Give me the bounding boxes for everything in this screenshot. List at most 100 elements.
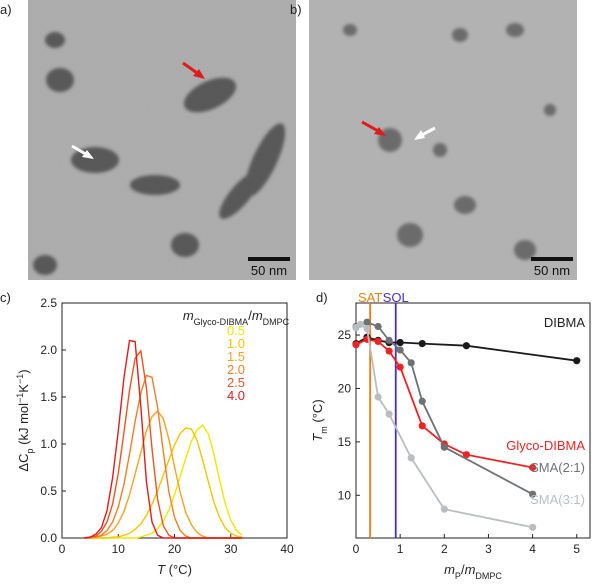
legend-entry: 2.0 [227,362,245,377]
series-line [355,321,534,495]
x-tick-label: 4 [529,542,536,556]
data-point [418,339,426,348]
data-point [352,341,360,349]
y-tick-label: 0.0 [40,531,57,545]
label-part: P [455,571,461,581]
x-tick-label: 0 [353,542,360,556]
data-point [418,397,426,405]
y-tick-label: 10 [338,488,352,502]
panel-label: c) [0,290,11,305]
y-tick-label: 1.5 [40,390,57,404]
data-point [385,336,393,344]
x-tick-label: 3 [485,542,492,556]
label-part: m [183,308,194,323]
x-tick-label: 2 [441,542,448,556]
data-point [529,523,537,531]
series-line [84,339,242,539]
data-point [440,443,448,451]
legend-entry: 2.5 [227,375,245,390]
series-line [355,323,533,529]
legend-entry: 1.0 [227,336,245,351]
label-part: p [25,448,35,453]
label-part: m [444,562,455,577]
label-part: m [252,308,263,323]
x-tick-label: 0 [59,542,66,556]
scale-bar-label: 50 nm [534,263,570,278]
plot-frame [61,302,288,539]
label-part: / [248,308,252,323]
data-point [462,342,470,350]
x-axis-label: T (°C) [157,562,192,577]
label-part: (kJ mol [16,403,31,449]
data-point [407,454,415,462]
panel-label: b) [290,2,302,17]
data-point [440,505,448,513]
marker-label: SOL [383,290,409,305]
legend-entry: 4.0 [227,388,245,403]
scale-bar-label: 50 nm [251,263,287,278]
label-part: / [461,562,465,577]
label-part: ΔC [16,453,31,471]
marker-label: SAT [358,290,382,305]
micrograph [28,0,296,280]
x-tick-label: 1 [397,542,404,556]
legend-entry: 0.5 [227,323,245,338]
label-part: (°C) [165,562,192,577]
legend-title: mGlyco-DIBMA/mDMPC [183,308,290,327]
data-point [374,322,382,331]
panel-label: a) [0,2,12,17]
x-tick-label: 10 [112,542,126,556]
series-label: SMA(2:1) [530,460,585,475]
label-part: ) [16,369,31,373]
data-point [573,357,581,365]
label-part: −1 [15,393,25,403]
data-point [356,320,365,328]
y-tick-label: 2.0 [40,343,57,357]
x-tick-label: 5 [573,542,580,556]
label-part: Glyco-DIBMA [194,317,249,327]
y-tick-label: 1.0 [40,437,57,451]
legend-entry: 1.5 [227,349,245,364]
data-point [374,337,382,346]
data-point [363,318,371,326]
plot-frame [355,302,591,539]
y-tick-label: 25 [338,328,352,342]
y-axis-label: Tm (°C) [310,399,329,441]
series-line [84,427,243,539]
data-point [363,325,371,333]
series-line [84,424,243,539]
data-point [396,338,404,347]
label-part: DMPC [263,317,290,327]
data-point [396,346,404,354]
data-point [374,393,382,401]
data-point [385,410,393,418]
label-part: m [319,426,329,434]
y-tick-label: 20 [338,381,352,395]
data-point [418,422,426,430]
data-point [385,347,393,355]
panel-label: d) [316,290,328,305]
y-tick-label: 0.5 [40,484,57,498]
x-tick-label: 20 [168,542,182,556]
series-label: Glyco-DIBMA [506,438,585,453]
x-tick-label: 30 [224,542,238,556]
label-part: −1 [15,374,25,384]
micrograph [309,0,577,280]
label-part: T [310,433,325,442]
y-axis-label: ΔCp (kJ mol−1K−1) [15,369,35,471]
label-part: (°C) [310,399,325,426]
data-point [396,363,404,371]
series-label: DIBMA [544,315,586,330]
y-tick-label: 15 [338,435,352,449]
label-part: K [16,384,31,393]
series-line [84,349,242,539]
y-tick-label: 2.5 [40,296,57,310]
label-part: DMPC [475,571,502,581]
x-tick-label: 40 [280,542,294,556]
label-part: T [157,562,166,577]
data-point [529,490,537,498]
data-point [462,451,470,459]
data-point [529,463,537,472]
series-label: SMA(3:1) [530,492,585,507]
